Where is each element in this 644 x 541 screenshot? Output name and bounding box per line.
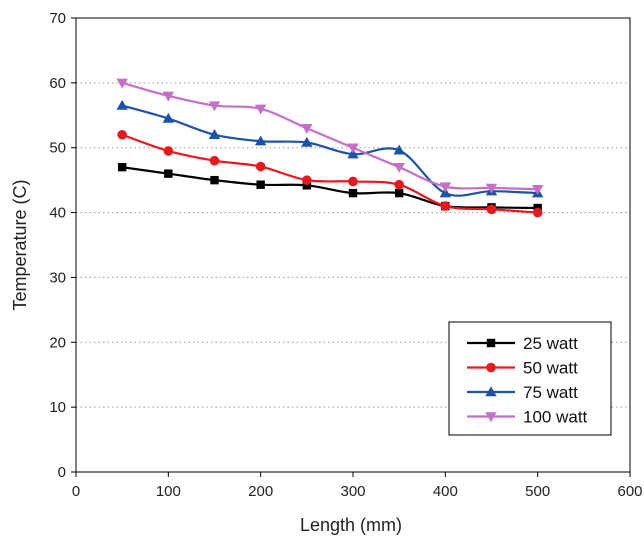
- data-series: [116, 78, 544, 218]
- data-point: [210, 175, 219, 185]
- data-point: [439, 182, 452, 193]
- x-tick-label: 0: [72, 483, 80, 500]
- legend-item: 75 watt: [467, 383, 578, 402]
- data-point: [531, 185, 544, 195]
- legend-label: 25 watt: [523, 334, 578, 353]
- data-point: [394, 188, 404, 198]
- data-point: [485, 386, 497, 397]
- y-tick-label: 60: [49, 75, 66, 92]
- data-point: [162, 112, 175, 123]
- data-point: [209, 155, 220, 166]
- series-75-watt: [116, 99, 544, 198]
- data-point: [347, 148, 359, 159]
- data-point: [486, 204, 497, 215]
- data-point: [532, 207, 543, 218]
- y-tick-label: 20: [49, 334, 66, 351]
- data-point: [348, 176, 358, 187]
- y-axis-title: Temperature (C): [10, 179, 30, 310]
- data-point: [486, 362, 496, 373]
- legend: 25 watt 50 watt 75 watt 100 watt: [448, 321, 612, 436]
- data-point: [116, 99, 128, 110]
- data-point: [393, 144, 405, 155]
- data-point: [302, 175, 312, 185]
- data-point: [440, 201, 451, 211]
- data-point: [486, 338, 496, 348]
- y-tick-label: 70: [49, 10, 66, 27]
- y-tick-label: 40: [49, 205, 66, 222]
- legend-item: 50 watt: [467, 359, 578, 378]
- data-point: [255, 161, 266, 172]
- legend-label: 75 watt: [523, 383, 578, 402]
- y-axis: 0 10 20 30 40 50 60 70: [49, 10, 76, 481]
- data-point: [117, 162, 127, 172]
- data-point: [208, 129, 221, 139]
- data-point: [301, 124, 313, 134]
- data-point: [439, 187, 452, 198]
- data-point: [347, 143, 359, 154]
- series-line: [121, 104, 538, 197]
- y-tick-label: 30: [49, 269, 66, 286]
- data-point: [116, 78, 128, 89]
- data-point: [164, 169, 173, 178]
- y-tick-label: 0: [58, 464, 66, 481]
- data-point: [117, 129, 127, 140]
- legend-item: 100 watt: [467, 408, 588, 427]
- x-axis-title: Length (mm): [300, 515, 402, 535]
- legend-label: 50 watt: [523, 359, 578, 378]
- data-point: [394, 179, 404, 190]
- y-tick-label: 10: [49, 399, 66, 416]
- data-point: [254, 135, 267, 146]
- data-point: [393, 162, 405, 173]
- data-point: [302, 181, 312, 190]
- x-tick-label: 400: [433, 483, 458, 500]
- x-tick-label: 600: [617, 483, 642, 500]
- legend-label: 100 watt: [523, 408, 588, 427]
- y-tick-label: 50: [49, 140, 66, 157]
- data-point: [208, 101, 221, 112]
- legend-item: 25 watt: [467, 334, 578, 353]
- series-100-watt: [116, 78, 544, 195]
- x-axis: 0 100 200 300 400 500 600: [72, 472, 643, 500]
- data-point: [256, 180, 265, 189]
- x-tick-label: 200: [248, 483, 273, 500]
- x-tick-label: 100: [156, 483, 181, 500]
- data-point: [348, 188, 358, 198]
- series-line: [122, 166, 538, 210]
- data-point: [162, 91, 175, 102]
- data-point: [485, 183, 498, 194]
- x-tick-label: 500: [525, 483, 550, 500]
- series-line: [121, 133, 538, 214]
- data-point: [301, 136, 313, 147]
- series-line: [121, 81, 538, 191]
- data-point: [485, 412, 497, 423]
- series-50-watt: [117, 129, 543, 218]
- data-point: [254, 104, 267, 115]
- x-tick-label: 300: [340, 483, 365, 500]
- data-point: [163, 146, 174, 156]
